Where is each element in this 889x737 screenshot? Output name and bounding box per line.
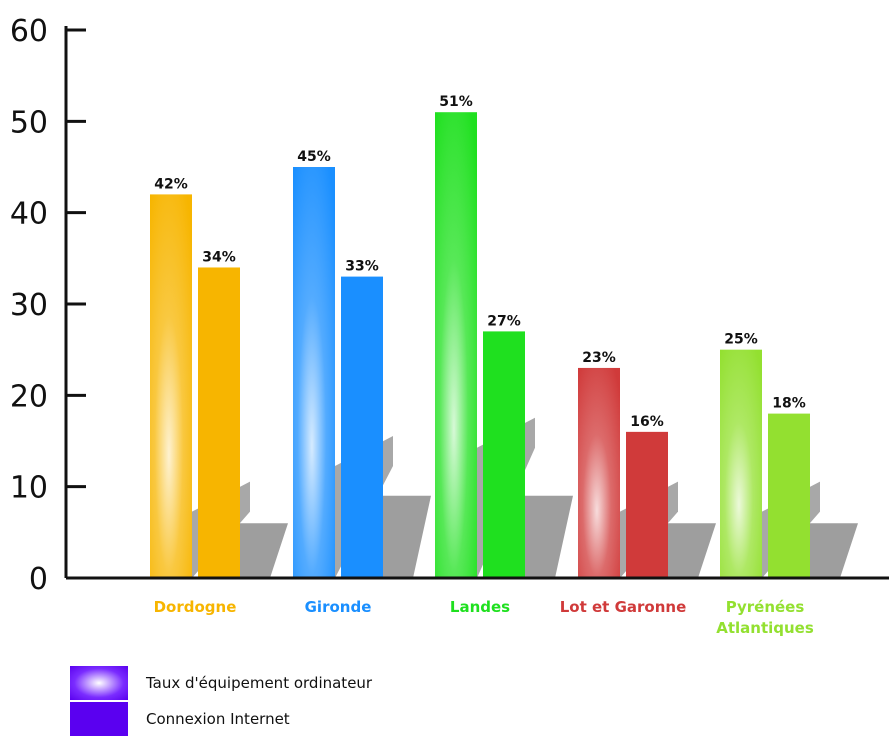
y-tick-label: 60 xyxy=(10,14,48,49)
category-label: Pyrénées xyxy=(726,598,805,616)
data-label: 42% xyxy=(154,176,188,192)
bar-shadow xyxy=(668,523,716,578)
bar-shadow xyxy=(240,523,288,578)
bar-chart: 0 10 20 30 40 50 60 42% 34% Dordogne 45% 33% Gironde… xyxy=(10,14,889,637)
bar-equipment xyxy=(293,167,335,578)
data-label: 27% xyxy=(487,313,521,329)
bar-internet xyxy=(341,276,383,578)
category-label: Gironde xyxy=(305,598,372,616)
bar-internet xyxy=(768,413,810,578)
y-tick-label: 50 xyxy=(10,105,48,140)
bar-shadow xyxy=(525,495,573,578)
category-label: Dordogne xyxy=(154,598,237,616)
y-tick-label: 10 xyxy=(10,471,48,506)
bar-shadow xyxy=(383,495,431,578)
bar-shadow xyxy=(810,523,858,578)
legend-item-computer: Taux d'équipement ordinateur xyxy=(70,665,372,701)
bar-equipment xyxy=(578,367,620,578)
bar-equipment xyxy=(150,194,192,578)
bar-internet xyxy=(626,431,668,578)
legend-item-internet: Connexion Internet xyxy=(70,701,372,737)
category-label: Atlantiques xyxy=(716,619,814,637)
data-label: 16% xyxy=(630,414,664,430)
bar-equipment xyxy=(720,349,762,578)
data-label: 45% xyxy=(297,149,331,165)
legend-label: Taux d'équipement ordinateur xyxy=(146,674,373,692)
y-tick-label: 0 xyxy=(29,562,48,597)
data-label: 18% xyxy=(772,396,806,412)
bar-internet xyxy=(483,331,525,578)
data-label: 34% xyxy=(202,249,236,265)
y-tick-label: 20 xyxy=(10,379,48,414)
data-label: 51% xyxy=(439,94,473,110)
y-tick-label: 30 xyxy=(10,288,48,323)
legend-swatch-solid xyxy=(70,702,128,736)
data-label: 23% xyxy=(582,350,616,366)
y-tick-label: 40 xyxy=(10,197,48,232)
bar-internet xyxy=(198,267,240,578)
category-label: Lot et Garonne xyxy=(560,598,687,616)
legend-label: Connexion Internet xyxy=(146,710,290,728)
legend-swatch-gradient xyxy=(70,666,128,700)
data-label: 33% xyxy=(345,259,379,275)
category-label: Landes xyxy=(450,598,510,616)
data-label: 25% xyxy=(724,332,758,348)
legend: Taux d'équipement ordinateur Connexion I… xyxy=(70,665,372,737)
bar-equipment xyxy=(435,112,477,578)
